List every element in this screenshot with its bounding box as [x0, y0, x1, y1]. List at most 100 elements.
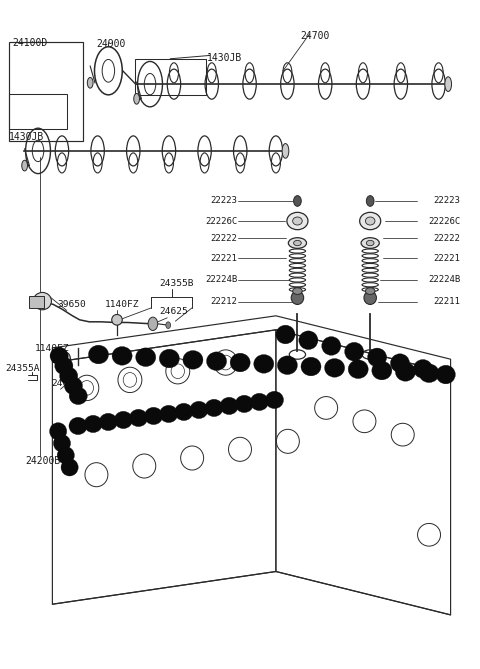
Text: 24625: 24625 [159, 308, 188, 316]
Circle shape [148, 317, 157, 330]
Ellipse shape [294, 240, 301, 246]
Ellipse shape [69, 417, 87, 435]
Ellipse shape [130, 409, 147, 427]
Text: 39650: 39650 [57, 300, 86, 309]
Ellipse shape [112, 314, 122, 325]
Bar [29, 296, 44, 308]
Ellipse shape [206, 352, 227, 371]
Text: 22221: 22221 [210, 254, 237, 263]
Ellipse shape [372, 361, 392, 380]
Ellipse shape [364, 291, 376, 304]
Ellipse shape [134, 94, 140, 104]
Bar [9, 42, 84, 141]
Text: 22224B: 22224B [205, 275, 237, 284]
Ellipse shape [235, 395, 253, 413]
Ellipse shape [33, 292, 51, 310]
Ellipse shape [220, 397, 238, 415]
Text: 22221: 22221 [433, 254, 460, 263]
Text: 24355B: 24355B [159, 279, 194, 288]
Ellipse shape [322, 337, 341, 355]
Ellipse shape [88, 345, 108, 364]
Ellipse shape [293, 288, 302, 294]
Ellipse shape [324, 359, 345, 377]
Text: 24900: 24900 [96, 39, 126, 50]
Ellipse shape [365, 288, 375, 294]
Ellipse shape [84, 415, 102, 433]
Ellipse shape [230, 353, 250, 372]
Ellipse shape [57, 447, 74, 464]
Ellipse shape [360, 212, 381, 229]
Text: 22212: 22212 [210, 297, 237, 306]
Ellipse shape [288, 237, 307, 248]
Ellipse shape [205, 399, 223, 417]
Circle shape [68, 375, 75, 385]
Ellipse shape [390, 354, 409, 373]
Text: 24355A: 24355A [5, 363, 40, 373]
Ellipse shape [55, 357, 73, 375]
Text: 24100D: 24100D [12, 38, 48, 48]
Ellipse shape [293, 217, 302, 225]
Text: 22223: 22223 [433, 197, 460, 205]
Text: 24625: 24625 [51, 379, 80, 388]
Ellipse shape [276, 325, 295, 344]
Ellipse shape [62, 353, 71, 367]
Ellipse shape [99, 413, 117, 431]
Text: 22222: 22222 [210, 234, 237, 243]
Ellipse shape [159, 405, 178, 423]
Text: 24200B: 24200B [25, 456, 61, 466]
Ellipse shape [345, 343, 364, 361]
Ellipse shape [144, 407, 163, 425]
Ellipse shape [114, 411, 132, 429]
Ellipse shape [291, 291, 304, 304]
Text: 1140FZ: 1140FZ [35, 344, 70, 353]
Ellipse shape [50, 347, 68, 365]
Text: 1430JB: 1430JB [206, 53, 242, 63]
Text: 22211: 22211 [433, 297, 460, 306]
Ellipse shape [287, 212, 308, 229]
Ellipse shape [175, 403, 193, 421]
Circle shape [166, 322, 170, 328]
Ellipse shape [436, 365, 456, 384]
Ellipse shape [49, 423, 67, 440]
Circle shape [366, 195, 374, 206]
Circle shape [294, 195, 301, 206]
Ellipse shape [265, 391, 284, 409]
Ellipse shape [396, 363, 416, 381]
Ellipse shape [368, 348, 387, 367]
Text: 1140FZ: 1140FZ [105, 300, 140, 309]
Text: 22226C: 22226C [428, 217, 460, 225]
Ellipse shape [183, 351, 203, 369]
Text: 22222: 22222 [433, 234, 460, 243]
Ellipse shape [53, 435, 71, 452]
Ellipse shape [112, 347, 132, 365]
Text: 1430JB: 1430JB [9, 132, 45, 142]
Ellipse shape [61, 459, 78, 476]
Ellipse shape [64, 377, 83, 395]
Ellipse shape [445, 77, 452, 92]
Ellipse shape [365, 217, 375, 225]
Ellipse shape [159, 349, 180, 368]
Ellipse shape [301, 357, 321, 376]
Ellipse shape [348, 360, 368, 379]
Ellipse shape [419, 364, 439, 383]
Bar [9, 94, 67, 129]
Ellipse shape [87, 78, 93, 88]
Ellipse shape [361, 237, 379, 248]
Ellipse shape [413, 359, 432, 378]
Ellipse shape [22, 161, 27, 171]
Ellipse shape [190, 401, 208, 419]
Ellipse shape [60, 367, 78, 385]
Text: 22226C: 22226C [205, 217, 237, 225]
Ellipse shape [136, 348, 156, 367]
Bar [135, 59, 205, 96]
Ellipse shape [69, 387, 87, 405]
Ellipse shape [366, 240, 374, 246]
Text: 22223: 22223 [210, 197, 237, 205]
Ellipse shape [282, 144, 289, 159]
Ellipse shape [299, 331, 318, 350]
Ellipse shape [250, 393, 268, 411]
Text: 24700: 24700 [300, 31, 329, 41]
Ellipse shape [277, 356, 298, 375]
Text: 22224B: 22224B [428, 275, 460, 284]
Ellipse shape [254, 355, 274, 373]
